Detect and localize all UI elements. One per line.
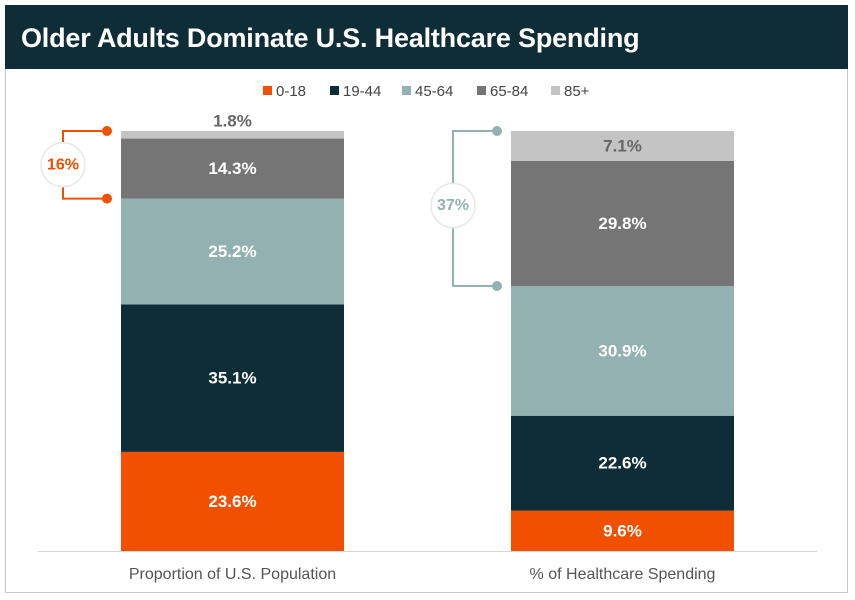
legend-label-19-44: 19-44 [343, 83, 381, 100]
chart-title: Older Adults Dominate U.S. Healthcare Sp… [21, 23, 640, 53]
legend-label-65-84: 65-84 [490, 83, 528, 100]
legend-swatch-65-84 [477, 86, 486, 95]
bracket-label-1: 37% [437, 197, 469, 214]
bracket-dot-top-1 [492, 126, 502, 136]
data-label-65-84-1: 29.8% [598, 214, 646, 233]
bar-segment-85+-1 [511, 131, 734, 161]
legend-label-0-18: 0-18 [276, 83, 306, 100]
category-label-1: % of Healthcare Spending [530, 566, 716, 583]
bar-segment-45-64-0 [121, 198, 344, 305]
bracket-dot-top-0 [102, 126, 112, 136]
data-label-19-44-1: 22.6% [598, 454, 646, 473]
data-label-85+-1: 7.1% [603, 136, 642, 155]
legend-swatch-19-44 [330, 86, 339, 95]
bracket-label-0: 16% [47, 156, 79, 173]
bar-segment-0-18-1 [511, 510, 734, 551]
data-label-85+-0: 1.8% [213, 112, 252, 131]
bar-segment-45-64-1 [511, 285, 734, 416]
legend-label-85+: 85+ [564, 83, 590, 100]
data-label-0-18-1: 9.6% [603, 521, 642, 540]
bar-segment-65-84-0 [121, 138, 344, 199]
bar-segment-19-44-0 [121, 304, 344, 452]
data-label-0-18-0: 23.6% [208, 492, 256, 511]
legend-swatch-0-18 [263, 86, 272, 95]
bracket-dot-bottom-1 [492, 280, 502, 291]
legend-swatch-85+ [551, 86, 560, 95]
bar-segment-0-18-0 [121, 451, 344, 551]
title-bar: Older Adults Dominate U.S. Healthcare Sp… [5, 5, 848, 69]
data-label-65-84-0: 14.3% [208, 159, 256, 178]
data-label-19-44-0: 35.1% [208, 369, 256, 388]
legend-label-45-64: 45-64 [415, 83, 453, 100]
bracket-badge-1 [430, 182, 476, 229]
data-label-45-64-1: 30.9% [598, 341, 646, 360]
bracket-badge-0 [40, 142, 86, 188]
bracket-dot-bottom-0 [102, 193, 112, 204]
bar-segment-19-44-1 [511, 415, 734, 511]
bar-segment-65-84-1 [511, 160, 734, 286]
data-label-45-64-0: 25.2% [208, 242, 256, 261]
category-label-0: Proportion of U.S. Population [129, 566, 336, 583]
bar-segment-85+-0 [121, 131, 344, 139]
legend-swatch-45-64 [402, 86, 411, 95]
